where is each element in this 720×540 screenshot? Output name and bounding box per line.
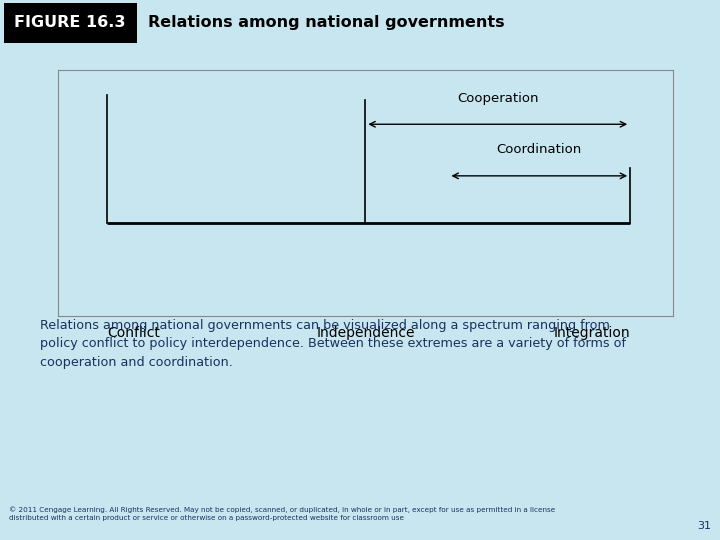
Text: Independence: Independence [316, 326, 415, 340]
Text: © 2011 Cengage Learning. All Rights Reserved. May not be copied, scanned, or dup: © 2011 Cengage Learning. All Rights Rese… [9, 507, 556, 521]
Text: 31: 31 [698, 521, 711, 531]
Text: Conflict: Conflict [107, 326, 160, 340]
Text: FIGURE 16.3: FIGURE 16.3 [14, 16, 126, 30]
Bar [4, 3, 137, 43]
Text: Cooperation: Cooperation [457, 92, 539, 105]
Text: Relations among national governments: Relations among national governments [148, 16, 504, 30]
Text: Coordination: Coordination [497, 143, 582, 156]
Text: Integration: Integration [554, 326, 630, 340]
Text: Relations among national governments can be visualized along a spectrum ranging : Relations among national governments can… [40, 319, 626, 369]
